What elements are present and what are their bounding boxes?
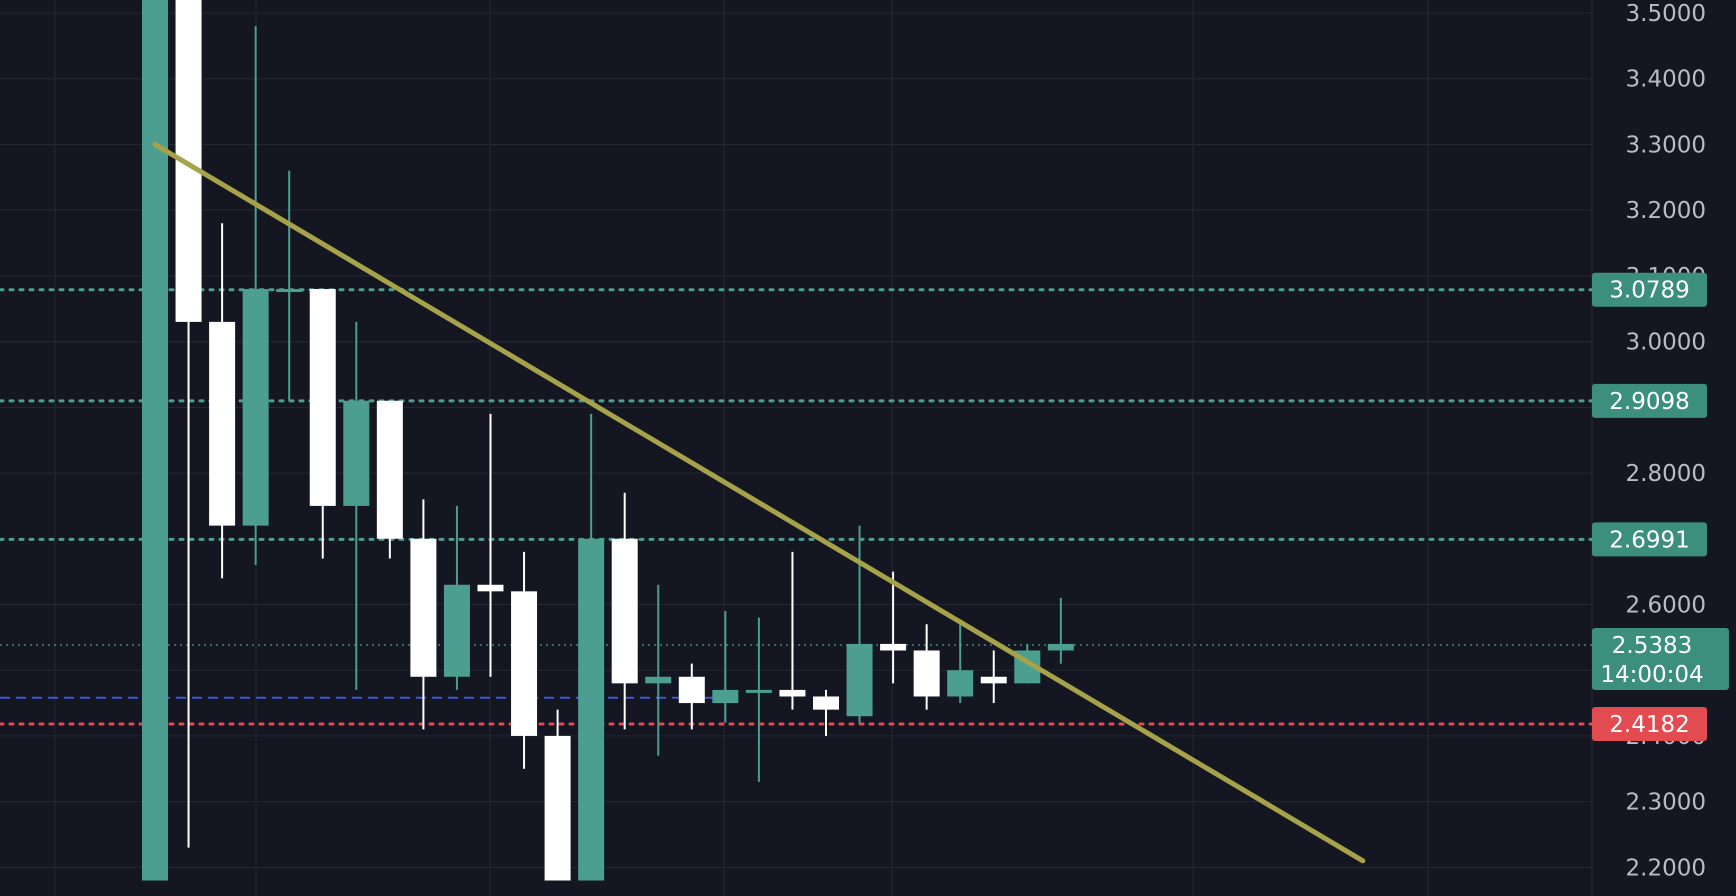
price-tag-label: 2.6991	[1609, 527, 1689, 553]
y-tick-label: 3.4000	[1626, 67, 1706, 93]
candle-body-down	[913, 650, 940, 697]
candle-body-up	[578, 538, 605, 881]
candle-body-up	[443, 584, 470, 677]
candle-body-up	[276, 289, 303, 293]
candle-body-down	[813, 696, 839, 710]
candle-body-down	[544, 735, 571, 881]
candle-body-down	[376, 400, 403, 539]
candle-body-down	[209, 321, 236, 526]
y-tick-label: 3.0000	[1626, 330, 1706, 356]
y-tick-label: 2.3000	[1626, 790, 1706, 816]
level-price-tag	[1592, 272, 1707, 307]
candle-body-up	[712, 689, 739, 704]
candle-body-up	[745, 689, 772, 693]
price-tag-label: 3.0789	[1609, 278, 1689, 304]
level-price-tag	[1592, 383, 1707, 418]
candle-body-down	[477, 584, 504, 592]
candle-body-down	[779, 689, 806, 697]
candle-body-down	[880, 643, 907, 651]
candle-body-up	[947, 670, 974, 697]
y-tick-label: 2.8000	[1626, 461, 1706, 487]
trend-line[interactable]	[152, 141, 1366, 864]
y-tick-label: 2.2000	[1626, 855, 1706, 881]
candle-body-down	[410, 538, 437, 677]
candle-body-up	[142, 0, 168, 881]
candle-body-down	[511, 591, 538, 736]
y-tick-label: 3.5000	[1626, 1, 1706, 27]
current-price-label: 2.5383	[1612, 633, 1692, 659]
candle-body-down	[611, 538, 638, 684]
candle-body-up	[343, 400, 370, 506]
y-tick-label: 2.6000	[1626, 592, 1706, 618]
stop-price-tag	[1592, 706, 1707, 741]
price-tag-label: 2.4182	[1609, 712, 1689, 738]
candle-body-down	[980, 676, 1007, 684]
candle-body-down	[309, 289, 336, 506]
candle-body-up	[1047, 643, 1074, 651]
candle-body-up	[846, 643, 873, 717]
candle-body-up	[242, 289, 269, 526]
bar-countdown-label: 14:00:04	[1600, 662, 1703, 688]
current-price-tag	[1592, 628, 1729, 691]
candle-body-up	[645, 676, 672, 684]
y-tick-label: 3.2000	[1626, 198, 1706, 224]
candle-body-down	[678, 676, 705, 704]
y-tick-label: 3.3000	[1626, 132, 1706, 158]
price-tag-label: 2.9098	[1609, 389, 1689, 415]
level-price-tag	[1592, 522, 1707, 557]
